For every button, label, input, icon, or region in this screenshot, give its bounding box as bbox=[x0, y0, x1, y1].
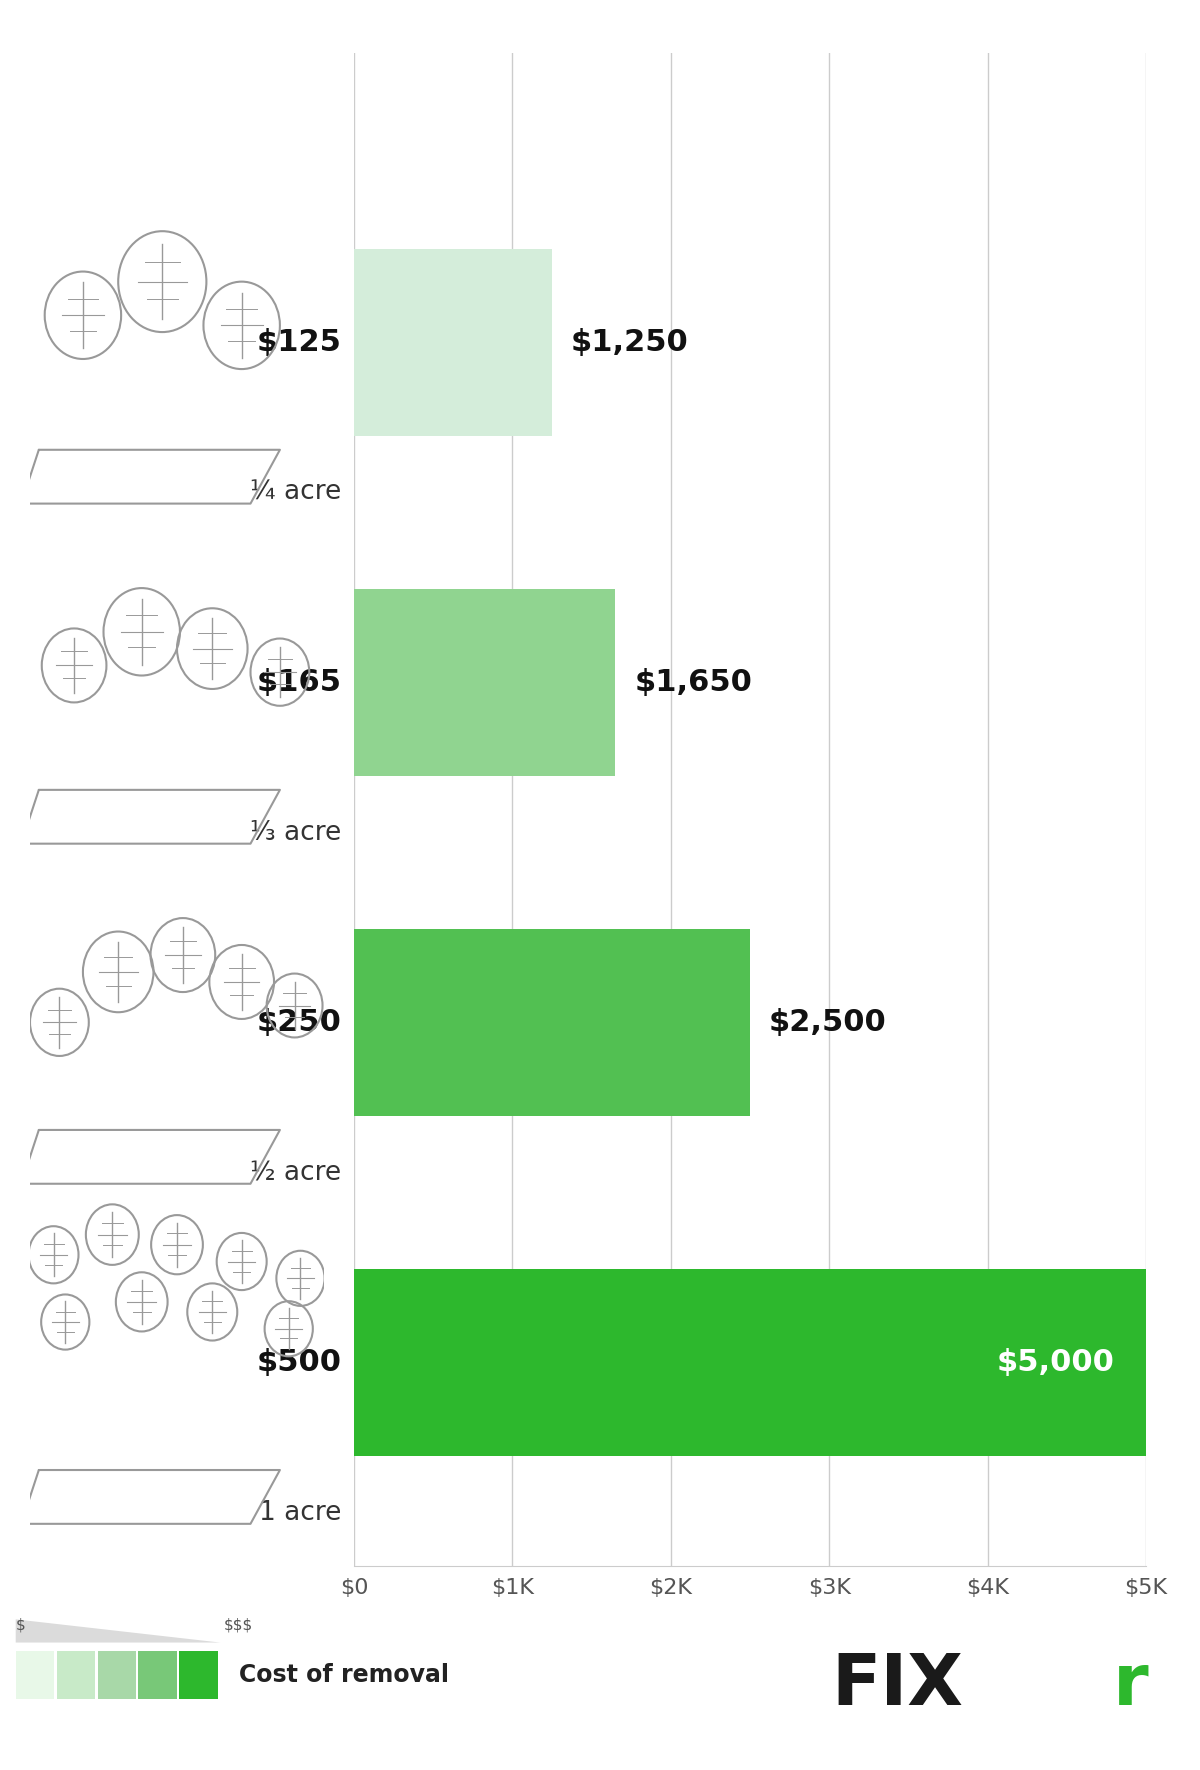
Bar bbox=[16, 1651, 54, 1699]
Text: $2,500: $2,500 bbox=[769, 1007, 887, 1037]
Bar bbox=[354, 1269, 1146, 1457]
Bar bbox=[138, 1651, 178, 1699]
Text: $$$: $$$ bbox=[224, 1618, 253, 1632]
Polygon shape bbox=[16, 1620, 221, 1643]
Text: 1 acre: 1 acre bbox=[259, 1501, 341, 1526]
Text: $165: $165 bbox=[257, 667, 341, 697]
Bar bbox=[180, 1651, 218, 1699]
Bar bbox=[97, 1651, 137, 1699]
Text: FIX: FIX bbox=[832, 1651, 964, 1720]
Text: r: r bbox=[1112, 1651, 1148, 1720]
Text: $250: $250 bbox=[257, 1007, 341, 1037]
Bar bbox=[56, 1651, 95, 1699]
Bar bbox=[354, 589, 616, 775]
Text: Cost of removal: Cost of removal bbox=[239, 1664, 449, 1687]
Text: ⅓ acre: ⅓ acre bbox=[250, 820, 341, 846]
Text: $: $ bbox=[16, 1618, 25, 1632]
Text: $500: $500 bbox=[257, 1349, 341, 1377]
Text: ½ acre: ½ acre bbox=[251, 1159, 341, 1186]
Bar bbox=[354, 929, 750, 1115]
Text: $1,650: $1,650 bbox=[635, 667, 752, 697]
Bar bbox=[354, 248, 552, 435]
Text: $1,250: $1,250 bbox=[571, 327, 689, 358]
Text: $125: $125 bbox=[257, 327, 341, 358]
Text: ¼ acre: ¼ acre bbox=[250, 480, 341, 506]
Text: $5,000: $5,000 bbox=[996, 1349, 1115, 1377]
